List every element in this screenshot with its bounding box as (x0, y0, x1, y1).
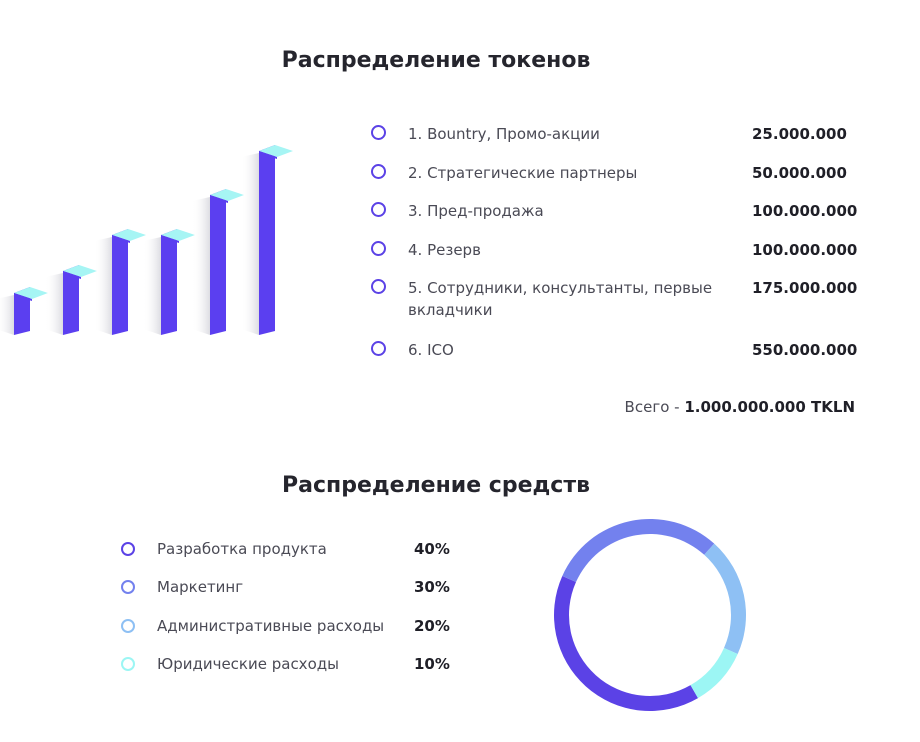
bar-shadow (0, 295, 14, 335)
donut-slice-4 (690, 647, 738, 699)
circle-marker-icon (371, 341, 386, 356)
funds-donut-chart (554, 519, 746, 711)
bar-top (14, 287, 48, 299)
bar-edge (210, 195, 228, 203)
bar-edge (14, 293, 32, 301)
legend-item: Юридические расходы 10% (118, 653, 478, 677)
circle-marker-icon (371, 125, 386, 140)
funds-title: Распределение средств (282, 473, 590, 498)
circle-marker-icon (121, 619, 135, 633)
bar-side (128, 229, 146, 331)
tokens-title: Распределение токенов (281, 48, 591, 73)
legend-item-value: 10% (414, 655, 450, 673)
token-total: Всего - 1.000.000.000 TKLN (560, 396, 855, 418)
bar-shadow (192, 197, 210, 335)
bar-1 (0, 287, 48, 335)
legend-item-label: Административные расходы (157, 617, 385, 635)
bar-front (63, 265, 79, 335)
circle-marker-icon (121, 657, 135, 671)
bar-6 (241, 145, 293, 335)
legend-item: Разработка продукта 40% (118, 538, 478, 562)
bar-edge (63, 271, 81, 279)
bar-front (161, 229, 177, 335)
token-item-value: 175.000.000 (752, 279, 858, 297)
bar-3 (94, 229, 146, 335)
bar-side (275, 145, 293, 331)
bar-top (161, 229, 195, 241)
token-item-label: 6. ICO (408, 341, 454, 359)
bar-edge (161, 235, 179, 243)
token-item-value: 50.000.000 (752, 164, 847, 182)
circle-marker-icon (371, 202, 386, 217)
donut-slice-1 (554, 575, 698, 711)
bar-top (259, 145, 293, 157)
circle-marker-icon (121, 580, 135, 594)
token-item-value: 100.000.000 (752, 202, 858, 220)
bar-side (226, 189, 244, 331)
token-item-label: 4. Резерв (408, 241, 481, 259)
bar-side (79, 265, 97, 331)
bar-shadow (45, 273, 63, 335)
bar-edge (259, 151, 277, 159)
circle-marker-icon (371, 279, 386, 294)
legend-item-value: 30% (414, 578, 450, 596)
donut-slice-2 (562, 519, 715, 583)
legend-item-label: Маркетинг (157, 578, 244, 596)
legend-item-value: 40% (414, 540, 450, 558)
bar-4 (143, 229, 195, 335)
legend-item: Маркетинг 30% (118, 576, 478, 600)
bar-shadow (143, 237, 161, 335)
bar-2 (45, 265, 97, 335)
legend-item: Административные расходы 20% (118, 615, 478, 639)
donut-slice-3 (704, 543, 746, 655)
token-item-value: 550.000.000 (752, 341, 858, 359)
bar-top (63, 265, 97, 277)
token-total-prefix: Всего - (624, 398, 680, 416)
bar-top (210, 189, 244, 201)
legend-item-label: Юридические расходы (157, 655, 339, 673)
bar-5 (192, 189, 244, 335)
legend-item-value: 20% (414, 617, 450, 635)
legend-item-label: Разработка продукта (157, 540, 327, 558)
bar-edge (112, 235, 130, 243)
token-item-label: 1. Bountry, Промо-акции (408, 125, 600, 143)
bar-shadow (241, 153, 259, 335)
token-item-label: 3. Пред-продажа (408, 202, 544, 220)
circle-marker-icon (371, 241, 386, 256)
bar-front (112, 229, 128, 335)
token-item-label: 5. Сотрудники, консультанты, первые вкла… (408, 279, 713, 319)
token-bars-chart (0, 145, 293, 335)
bar-top (112, 229, 146, 241)
circle-marker-icon (371, 164, 386, 179)
token-total-value: 1.000.000.000 TKLN (684, 398, 855, 416)
circle-marker-icon (121, 542, 135, 556)
token-item-label: 2. Стратегические партнеры (408, 164, 638, 182)
bar-front (210, 189, 226, 335)
bar-shadow (94, 237, 112, 335)
bar-front (259, 145, 275, 335)
token-item-value: 25.000.000 (752, 125, 847, 143)
bar-side (177, 229, 195, 331)
token-item-value: 100.000.000 (752, 241, 858, 259)
